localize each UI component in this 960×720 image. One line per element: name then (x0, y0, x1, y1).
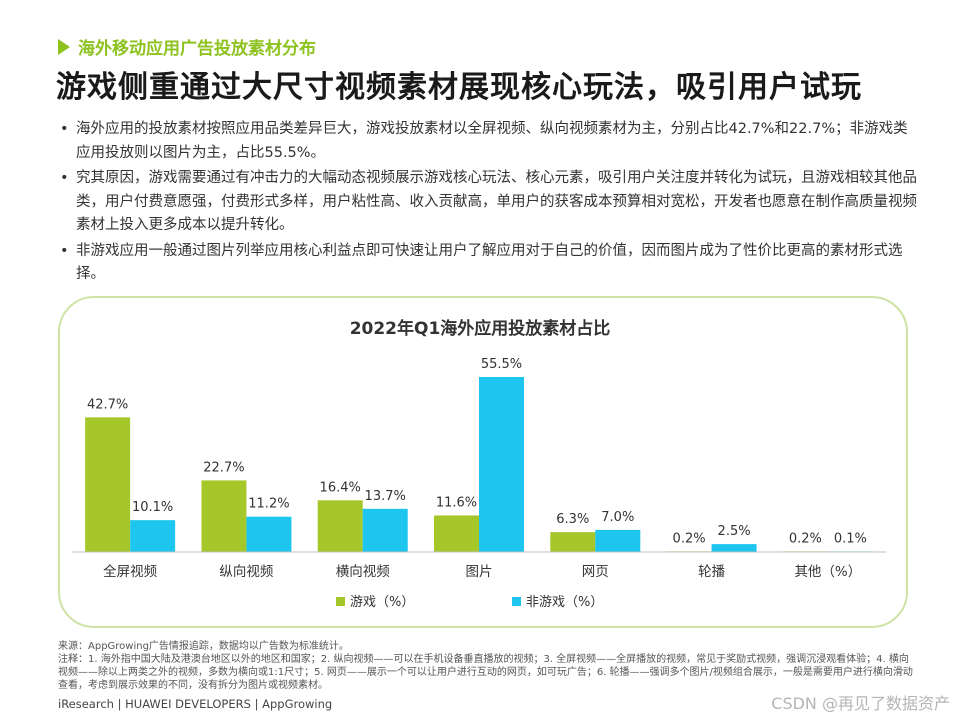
source-note: 来源：AppGrowing广告情报追踪，数据均以广告数为标准统计。 (58, 641, 349, 652)
bullet-text: 非游戏应用一般通过图片列举应用核心利益点即可快速让用户了解应用对于自己的价值，因… (76, 242, 903, 283)
nongame-bar (362, 508, 408, 552)
annotation-note: 注释：1. 海外指中国大陆及港澳台地区以外的地区和国家；2. 纵向视频——可以在… (58, 654, 913, 691)
game-bar (317, 500, 363, 552)
nongame-value-label: 11.2% (248, 497, 289, 512)
bullet-text: 海外应用的投放素材按照应用品类差异巨大，游戏投放素材以全屏视频、纵向视频素材为主… (76, 121, 908, 161)
game-value-label: 42.7% (87, 397, 128, 412)
page-title: 游戏侧重通过大尺寸视频素材展现核心玩法，吸引用户试玩 (56, 70, 862, 105)
bullet-item: • 非游戏应用一般通过图片列举应用核心利益点即可快速让用户了解应用对于自己的价值… (58, 240, 918, 287)
legend-label: 游戏（%） (350, 595, 414, 610)
section-tag: 海外移动应用广告投放素材分布 (58, 34, 316, 59)
brand-line: iResearch | HUAWEI DEVELOPERS | AppGrowi… (58, 697, 333, 711)
section-label: 海外移动应用广告投放素材分布 (78, 39, 316, 59)
game-value-label: 0.2% (789, 531, 822, 546)
nongame-value-label: 7.0% (601, 510, 634, 525)
chart-title: 2022年Q1海外应用投放素材占比 (349, 319, 611, 339)
game-value-label: 16.4% (320, 480, 361, 495)
bullet-text: 究其原因，游戏需要通过有冲击力的大幅动态视频展示游戏核心玩法、核心元素，吸引用户… (76, 170, 917, 233)
nongame-value-label: 0.1% (834, 531, 867, 546)
nongame-value-label: 55.5% (481, 357, 522, 372)
game-value-label: 6.3% (556, 512, 589, 527)
game-value-label: 22.7% (203, 460, 244, 475)
game-value-label: 0.2% (673, 531, 706, 546)
category-label: 网页 (582, 564, 609, 580)
nongame-bar (130, 520, 176, 552)
nongame-bar (479, 377, 524, 552)
legend-swatch (336, 597, 345, 606)
footer-notes: 来源：AppGrowing广告情报追踪，数据均以广告数为标准统计。 注释：1. … (58, 640, 918, 692)
category-label: 轮播 (698, 564, 726, 580)
game-bar (434, 515, 479, 552)
category-label: 图片 (466, 564, 493, 580)
chart-frame (58, 296, 908, 628)
nongame-value-label: 13.7% (365, 489, 406, 504)
bullet-item: • 海外应用的投放素材按照应用品类差异巨大，游戏投放素材以全屏视频、纵向视频素材… (58, 118, 918, 165)
game-value-label: 11.6% (436, 495, 477, 510)
category-label: 其他（%） (794, 564, 861, 580)
legend-label: 非游戏（%） (526, 595, 603, 610)
play-triangle-icon (58, 38, 70, 55)
game-bar (550, 532, 596, 552)
nongame-bar (246, 516, 292, 552)
watermark: CSDN @再见了数据资产 (771, 694, 950, 713)
nongame-bar (595, 529, 641, 552)
bullet-icon: • (60, 242, 69, 259)
bullet-list: • 海外应用的投放素材按照应用品类差异巨大，游戏投放素材以全屏视频、纵向视频素材… (58, 118, 918, 289)
nongame-value-label: 2.5% (718, 524, 751, 539)
category-label: 纵向视频 (219, 564, 273, 580)
game-bar (85, 417, 131, 552)
legend-swatch (512, 597, 521, 606)
bullet-icon: • (60, 170, 69, 186)
game-bar (201, 480, 247, 552)
category-label: 横向视频 (336, 564, 390, 580)
bullet-icon: • (60, 121, 69, 137)
bullet-item: • 究其原因，游戏需要通过有冲击力的大幅动态视频展示游戏核心玩法、核心元素，吸引… (58, 167, 918, 238)
nongame-bar (711, 544, 757, 552)
category-label: 全屏视频 (103, 563, 157, 580)
nongame-value-label: 10.1% (132, 500, 173, 515)
